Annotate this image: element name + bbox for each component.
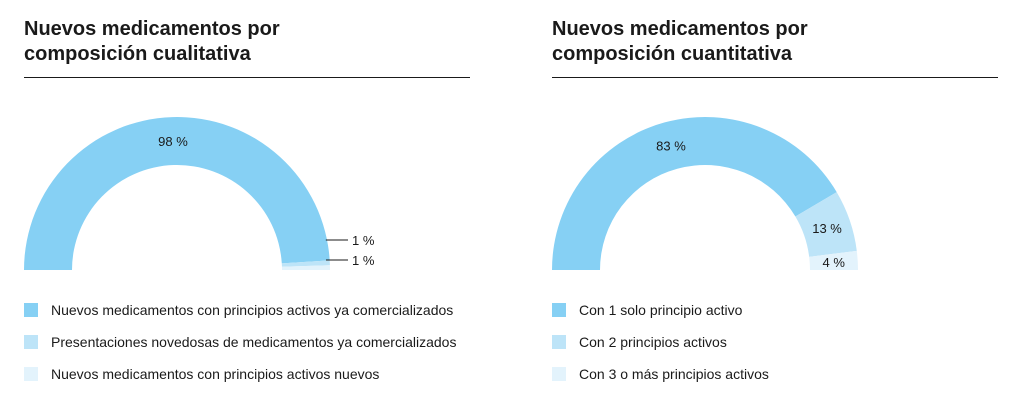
slice-value-label: 1 % (352, 233, 375, 248)
legend-swatch (552, 303, 566, 317)
legend-item: Con 3 o más principios activos (552, 364, 769, 384)
chart-title-line-1: Nuevos medicamentos por (24, 18, 280, 40)
chart-panel-qualitative: Nuevos medicamentos por composición cual… (24, 0, 474, 404)
legend-item: Con 2 principios activos (552, 332, 727, 352)
legend-label: Con 3 o más principios activos (579, 366, 769, 382)
slice-2 (795, 192, 857, 257)
title-rule (24, 77, 470, 78)
title-rule (552, 77, 998, 78)
chart-panel-quantitative: Nuevos medicamentos por composición cuan… (552, 0, 1002, 404)
legend-swatch (552, 367, 566, 381)
slice-1 (552, 116, 837, 270)
legend-swatch (24, 367, 38, 381)
slice-value-label: 98 % (158, 134, 188, 149)
chart-title-line-2: composición cuantitativa (552, 43, 793, 65)
legend-swatch (24, 303, 38, 317)
half-donut-chart: 83 % 13 % 4 % (552, 116, 858, 270)
chart-title: Nuevos medicamentos por composición cuan… (552, 17, 1002, 67)
slice-value-label: 1 % (352, 253, 375, 268)
chart-title-line-2: composición cualitativa (24, 43, 251, 65)
legend-label: Nuevos medicamentos con principios activ… (51, 302, 454, 318)
slice-value-label: 4 % (823, 255, 846, 270)
half-donut-chart: 98 % 1 % 1 % (24, 117, 375, 270)
slice-2 (281, 260, 330, 267)
legend-label: Presentaciones novedosas de medicamentos… (51, 334, 457, 350)
legend-label: Con 2 principios activos (579, 334, 727, 350)
legend-item: Nuevos medicamentos con principios activ… (24, 364, 379, 384)
slice-3 (281, 265, 330, 270)
slice-value-label: 83 % (656, 139, 686, 154)
legend-label: Nuevos medicamentos con principios activ… (51, 366, 380, 382)
slice-1 (24, 117, 330, 270)
chart-title-line-1: Nuevos medicamentos por (552, 18, 808, 40)
chart-title: Nuevos medicamentos por composición cual… (24, 17, 474, 67)
legend-item: Con 1 solo principio activo (552, 300, 742, 320)
legend-swatch (552, 335, 566, 349)
legend-label: Con 1 solo principio activo (579, 302, 743, 318)
slice-3 (809, 250, 858, 270)
slice-value-label: 13 % (812, 221, 842, 236)
legend-item: Nuevos medicamentos con principios activ… (24, 300, 453, 320)
legend-item: Presentaciones novedosas de medicamentos… (24, 332, 456, 352)
legend-swatch (24, 335, 38, 349)
